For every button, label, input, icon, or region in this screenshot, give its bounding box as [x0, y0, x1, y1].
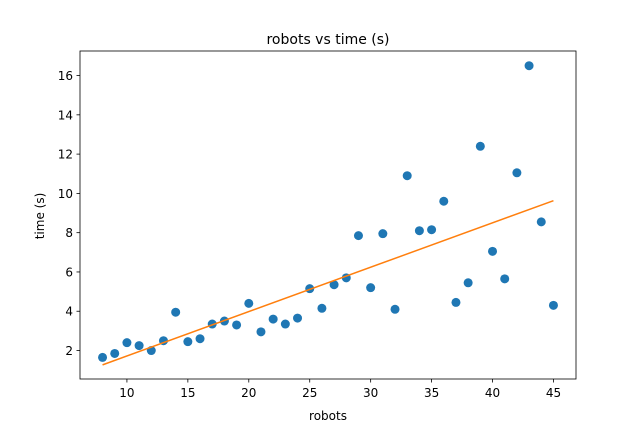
data-point — [488, 246, 498, 256]
data-point — [353, 231, 363, 241]
data-point — [439, 196, 449, 206]
chart-title: robots vs time (s) — [266, 32, 389, 48]
data-point — [244, 298, 254, 308]
y-tick-label: 14 — [58, 108, 73, 122]
data-point — [378, 229, 388, 239]
data-point — [268, 314, 278, 324]
data-point — [414, 226, 424, 236]
data-point — [366, 283, 376, 293]
x-tick-label: 20 — [241, 386, 256, 400]
x-tick-label: 10 — [119, 386, 134, 400]
y-tick-label: 16 — [58, 69, 73, 83]
data-point — [536, 217, 546, 227]
data-point — [171, 307, 181, 317]
data-point — [317, 303, 327, 313]
x-tick-label: 40 — [485, 386, 500, 400]
data-point — [329, 280, 339, 290]
data-point — [475, 141, 485, 151]
x-tick-label: 30 — [363, 386, 378, 400]
axes: 10 15 20 25 30 35 40 45 2 4 6 8 10 12 14 16 — [58, 50, 577, 400]
y-tick-label: 4 — [65, 305, 73, 319]
data-point — [134, 341, 144, 351]
data-point — [256, 327, 266, 337]
data-point — [293, 313, 303, 323]
data-point — [500, 274, 510, 284]
data-point — [390, 304, 400, 314]
data-point — [183, 337, 193, 347]
data-point — [98, 352, 108, 362]
data-point — [512, 168, 522, 178]
data-point — [451, 297, 461, 307]
plot-area — [98, 61, 558, 366]
data-point — [110, 348, 120, 358]
y-tick-label: 2 — [65, 344, 73, 358]
data-point — [524, 61, 534, 71]
data-point — [463, 278, 473, 288]
y-tick-label: 10 — [58, 187, 73, 201]
x-axis-label: robots — [309, 409, 347, 423]
data-point — [195, 334, 205, 344]
y-tick-label: 6 — [65, 265, 73, 279]
data-point — [280, 319, 290, 329]
y-tick-label: 8 — [65, 226, 73, 240]
data-point — [548, 300, 558, 310]
y-tick-label: 12 — [58, 148, 73, 162]
data-point — [402, 171, 412, 181]
data-point — [232, 320, 242, 330]
axes-frame — [79, 50, 577, 380]
x-tick-label: 25 — [302, 386, 317, 400]
y-axis-label: time (s) — [33, 193, 47, 240]
x-tick-label: 35 — [424, 386, 439, 400]
x-tick-label: 15 — [180, 386, 195, 400]
data-point — [427, 225, 437, 235]
x-tick-label: 45 — [546, 386, 561, 400]
fit-line — [102, 199, 554, 366]
data-point — [122, 338, 132, 348]
